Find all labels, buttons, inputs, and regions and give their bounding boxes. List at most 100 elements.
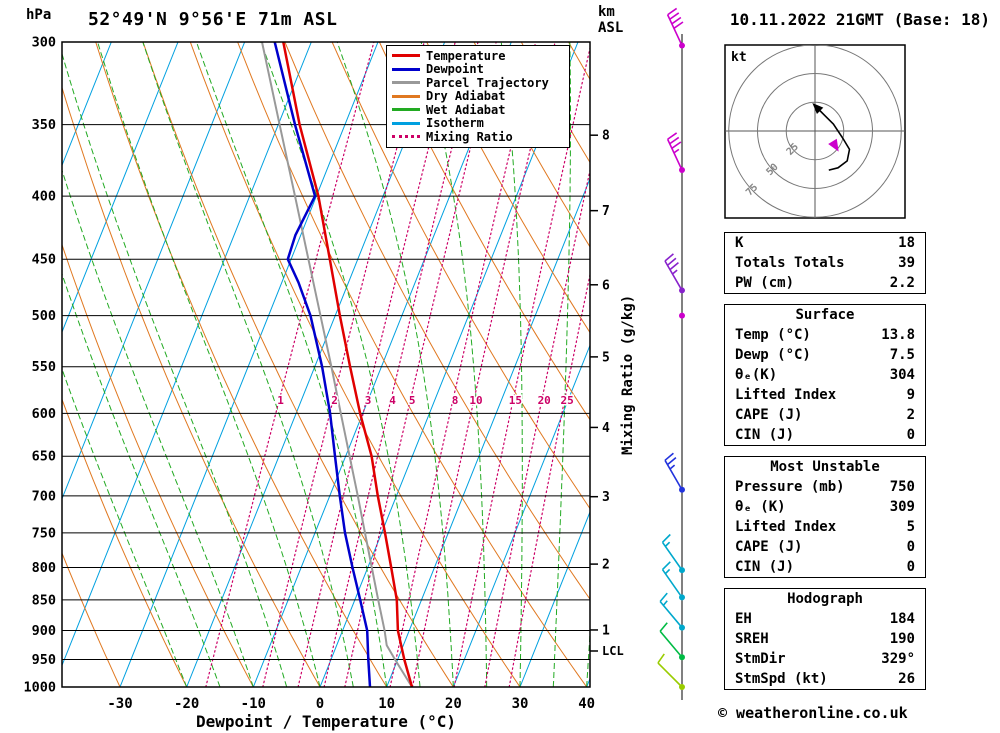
legend-label: Parcel Trajectory [426,75,549,90]
hodograph-unit-label: kt [731,50,747,65]
pressure-tick-labels: 300 350 400 450 500 550 600 650 700 750 800 850 900 9… [23,35,56,696]
stats-row-label: θₑ(K) [735,367,778,383]
svg-text:5: 5 [602,350,610,365]
stats-row-label: EH [735,611,752,627]
svg-text:1: 1 [277,394,284,407]
stats-row-value: 329° [881,651,915,667]
svg-text:10: 10 [469,394,482,407]
legend-swatch-temperature [392,54,420,58]
isotherm-lines [62,42,590,687]
stats-row-label: Lifted Index [735,387,837,403]
wet-adiabat-lines [62,42,590,687]
svg-text:550: 550 [32,359,56,375]
stats-table: Most Unstable Pressure (mb) 750 θₑ (K) 309 Li… [724,456,926,578]
svg-text:8: 8 [602,129,610,144]
stats-row-value: 309 [889,499,915,515]
svg-text:30: 30 [512,696,529,712]
stats-table-title: Hodograph [787,591,863,607]
stats-row: Totals Totals 39 [725,253,925,273]
stats-row: CAPE (J) 2 [725,405,925,425]
svg-text:25: 25 [560,394,573,407]
storm-motion-arrow [828,138,839,152]
svg-text:-30: -30 [107,696,132,712]
legend-item: Isotherm [392,116,564,131]
stats-row: Lifted Index 5 [725,517,925,537]
legend-swatch-dewpoint [392,67,420,71]
svg-text:10: 10 [378,696,395,712]
dewpoint-curve [273,42,372,687]
mixing-ratio-labels: 1 2 3 4 5 8 10 15 20 25 [276,393,576,409]
legend-label: Mixing Ratio [426,129,513,144]
svg-text:1: 1 [602,623,610,638]
hodograph-ring [785,101,845,161]
stats-row: PW (cm) 2.2 [725,273,925,293]
legend-swatch-mixing_ratio [392,135,420,139]
stats-row: SREH 190 [725,629,925,649]
wind-barb-staff [664,459,683,491]
stats-row-label: CAPE (J) [735,539,803,555]
hodograph-trace [816,107,851,171]
svg-text:1000: 1000 [23,680,56,696]
stats-row-value: 26 [898,671,915,687]
svg-text:900: 900 [32,623,56,639]
km-tick-labels: 8 7 6 5 4 3 2 1 LCL [590,129,624,658]
wind-barb-staff [664,260,683,291]
svg-text:5: 5 [409,394,416,407]
svg-text:LCL: LCL [602,644,624,658]
svg-text:3: 3 [365,394,372,407]
legend-label: Dewpoint [426,62,484,77]
stats-row-value: 750 [889,479,915,495]
temperature-curve [282,42,414,687]
stats-row-value: 184 [889,611,915,627]
wind-barb-staff [661,541,683,571]
svg-text:-10: -10 [241,696,266,712]
stats-row-label: Pressure (mb) [735,479,845,495]
stats-row: CIN (J) 0 [725,425,925,445]
stats-row-label: Temp (°C) [735,327,811,343]
svg-text:-20: -20 [174,696,199,712]
svg-text:0: 0 [316,696,324,712]
stats-row-label: K [735,235,744,251]
isobar-lines [62,42,590,687]
svg-text:600: 600 [32,406,56,422]
stats-row: K 18 [725,233,925,253]
svg-text:20: 20 [538,394,551,407]
legend-swatch-wet_adiabat [392,108,420,112]
legend-swatch-dry_adiabat [392,94,420,98]
stats-row-value: 304 [889,367,915,383]
wind-barb-column [657,7,685,700]
stats-row-value: 2.2 [889,275,915,291]
km-label-line2: ASL [598,20,624,36]
stats-row: Pressure (mb) 750 [725,477,925,497]
svg-text:4: 4 [389,394,396,407]
datetime-label: 10.11.2022 21GMT (Base: 18) [729,10,990,29]
wind-barb-staff [666,138,683,171]
stats-row-label: CIN (J) [735,559,795,575]
legend-item: Dry Adiabat [392,89,564,103]
legend-label: Temperature [426,48,506,63]
legend-item: Temperature [392,49,564,63]
svg-text:500: 500 [32,308,56,324]
page-title: 52°49'N 9°56'E 71m ASL [88,9,338,30]
wind-barb-staff [657,662,683,688]
stats-row-label: SREH [735,631,769,647]
stats-row: EH 184 [725,609,925,629]
stats-row: θₑ (K) 309 [725,497,925,517]
stats-row-value: 0 [906,559,915,575]
svg-text:700: 700 [32,488,56,504]
mixing-ratio-axis-label: Mixing Ratio (g/kg) [620,294,636,455]
legend-label: Isotherm [426,116,484,131]
legend-swatch-isotherm [392,121,420,125]
wind-barb-staff [661,569,683,598]
stats-row-value: 18 [898,235,915,251]
temperature-tick-labels: -30 -20 -10 0 10 20 30 40 [107,696,595,712]
stats-row: Dewp (°C) 7.5 [725,345,925,365]
svg-text:800: 800 [32,560,56,576]
stats-table: Surface Temp (°C) 13.8 Dewp (°C) 7.5 θₑ(K) 304… [724,304,926,446]
stats-row: Temp (°C) 13.8 [725,325,925,345]
svg-text:6: 6 [602,278,610,293]
stats-row-label: θₑ (K) [735,499,786,515]
